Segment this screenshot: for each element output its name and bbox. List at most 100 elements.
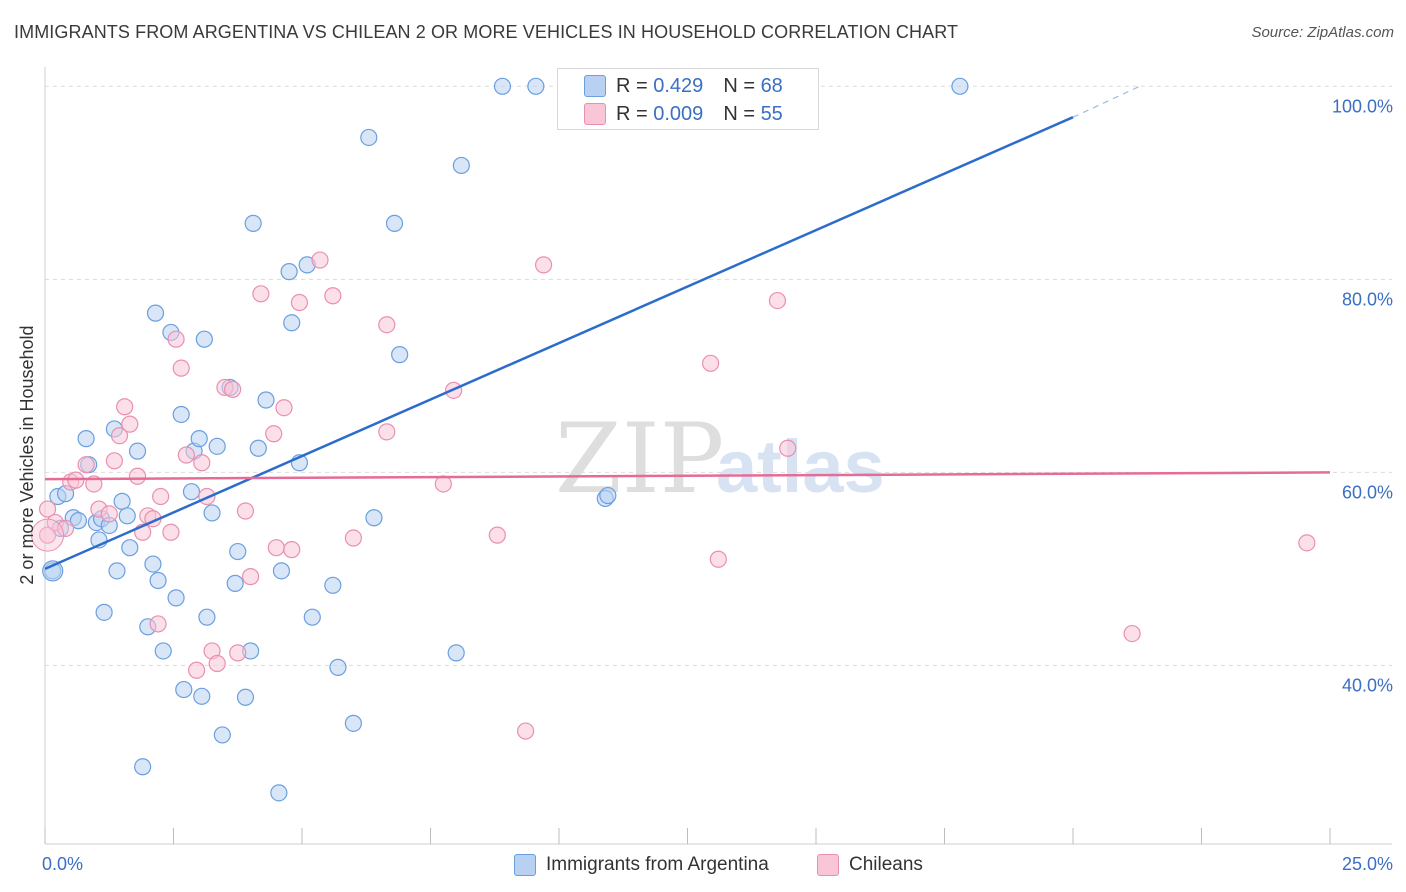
tick-labels: 40.0% 60.0% 80.0% 100.0% 0.0% 25.0% <box>42 96 1393 874</box>
argentina-point <box>144 555 162 573</box>
stats-row-argentina: R = 0.429 N = 68 <box>584 73 783 99</box>
watermark-atlas: atlas <box>716 425 885 508</box>
y-tick-label: 100.0% <box>1332 96 1393 116</box>
chileans-point <box>172 359 190 377</box>
legend-swatch-argentina <box>514 854 536 876</box>
chileans-point <box>768 291 787 310</box>
stats-swatch-chileans <box>584 103 606 125</box>
n-label: N = <box>723 102 761 125</box>
watermark-zip: ZIP <box>555 403 724 515</box>
r-label: R = <box>616 74 654 97</box>
argentina-point <box>175 680 193 699</box>
chileans-point <box>128 467 147 485</box>
argentina-point <box>236 688 255 706</box>
argentina-point <box>385 214 404 232</box>
n-label: N = <box>723 74 761 97</box>
chileans-point <box>311 251 329 269</box>
chileans-point <box>38 500 57 518</box>
argentina-point <box>213 726 231 744</box>
chileans-point <box>167 330 185 348</box>
argentina-point <box>257 391 275 409</box>
legend-item-argentina[interactable]: Immigrants from Argentina <box>514 851 769 879</box>
chileans-point <box>177 446 195 464</box>
chileans-point <box>31 518 65 552</box>
argentina-point <box>182 483 201 501</box>
r-value: 0.429 <box>653 74 704 97</box>
chileans-point <box>149 615 167 633</box>
argentina-point <box>229 542 247 561</box>
chileans-point <box>709 550 727 568</box>
argentina-point <box>198 608 216 626</box>
chileans-point <box>105 452 123 470</box>
chileans-point <box>434 475 452 493</box>
legend-label-chileans: Chileans <box>849 854 923 875</box>
r-label: R = <box>616 102 654 125</box>
r-value: 0.009 <box>653 102 704 125</box>
argentina-point <box>69 512 88 530</box>
argentina-point <box>493 77 512 95</box>
chileans-point <box>208 654 226 673</box>
argentina-point <box>95 603 113 621</box>
chileans-point <box>252 285 270 303</box>
argentina-point <box>447 644 465 662</box>
argentina-point <box>249 439 267 457</box>
chileans-point <box>290 293 309 312</box>
argentina-point <box>283 314 301 332</box>
legend-item-chileans[interactable]: Chileans <box>817 851 923 879</box>
argentina-point <box>108 562 126 580</box>
trend-lines <box>44 85 1331 571</box>
argentina-point <box>146 304 165 322</box>
chileans-point <box>100 505 118 523</box>
chileans-point <box>38 526 57 544</box>
source-label: Source: ZipAtlas.com <box>1251 24 1394 41</box>
argentina-point <box>391 346 409 364</box>
argentina-point <box>172 405 190 424</box>
chileans-point <box>344 529 362 547</box>
argentina-point <box>303 608 321 626</box>
n-value: 55 <box>760 102 783 125</box>
chileans-point <box>1298 534 1316 552</box>
argentina-point <box>149 571 167 590</box>
watermark: ZIP atlas <box>555 403 885 515</box>
argentina-point <box>329 658 347 676</box>
argentina-point <box>527 77 545 95</box>
chileans-point <box>224 380 242 398</box>
chileans-point <box>229 644 247 662</box>
y-tick-label: 80.0% <box>1342 289 1393 309</box>
axes <box>44 67 1392 845</box>
chileans-point <box>242 568 260 586</box>
argentina-point <box>203 504 221 522</box>
chileans-point <box>378 316 396 334</box>
chileans-point <box>275 399 293 417</box>
x-tick-label: 0.0% <box>42 854 83 874</box>
chileans-point <box>488 526 506 544</box>
argentina-point <box>121 539 139 557</box>
stats-legend: R = 0.429 N = 68 R = 0.009 N = 55 <box>557 68 819 130</box>
y-axis-label: 2 or more Vehicles in Household <box>17 325 37 584</box>
y-tick-label: 60.0% <box>1342 482 1393 502</box>
chileans-point <box>1123 624 1141 643</box>
chileans-point <box>324 287 342 305</box>
argentina-point <box>365 509 383 527</box>
argentina-point <box>226 574 244 592</box>
argentina-point <box>118 507 136 525</box>
chileans-point <box>283 541 301 559</box>
argentina-point <box>193 687 211 705</box>
chileans-point <box>188 661 206 679</box>
chileans-point <box>152 487 170 506</box>
argentina-point <box>167 589 185 607</box>
n-value: 68 <box>760 74 783 97</box>
argentina-point <box>208 437 226 455</box>
argentina-point <box>134 758 152 776</box>
argentina-point <box>452 156 470 175</box>
stats-swatch-argentina <box>584 75 606 97</box>
chileans-point <box>110 427 129 445</box>
chart-title: IMMIGRANTS FROM ARGENTINA VS CHILEAN 2 O… <box>14 22 959 42</box>
argentina-trend-line <box>44 116 1074 571</box>
argentina-point <box>190 430 208 448</box>
argentina-point <box>195 330 213 348</box>
stats-row-chileans: R = 0.009 N = 55 <box>584 101 783 127</box>
argentina-point <box>42 560 64 582</box>
argentina-point <box>951 77 969 95</box>
